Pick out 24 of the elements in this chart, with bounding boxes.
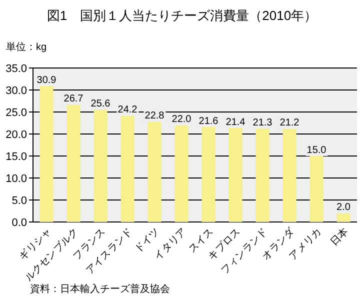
data-label: 26.7 [64,94,84,105]
y-tick-label: 25.0 [6,107,27,119]
y-tick-label: 10.0 [6,173,27,185]
data-label: 22.0 [172,114,192,126]
data-label: 15.0 [306,145,327,156]
y-tick-label: 20.0 [6,129,27,141]
text: 資料：日本輸入チーズ普及協会 [30,283,170,295]
data-label: 30.9 [36,75,57,86]
data-label: 21.2 [280,118,300,129]
data-label: 21.6 [198,116,219,127]
data-label: 21.3 [252,117,273,128]
x-tick-label: 日本 [328,226,351,248]
data-label: 21.4 [226,116,246,128]
y-tick-label: 35.0 [6,63,27,75]
y-tick-label: 0.0 [12,217,27,229]
y-tick-label: 5.0 [12,195,27,207]
title: 図1 国別１人当たりチーズ消費量（2010年） [46,8,318,23]
y-tick-label: 15.0 [6,151,27,163]
data-label: 2.0 [336,202,351,214]
y-tick-label: 30.0 [6,85,27,97]
data-label: 24.2 [118,104,138,116]
ylabel: 単位：kg [6,42,47,53]
data-label: 25.6 [90,98,111,110]
data-label: 22.8 [144,110,165,122]
